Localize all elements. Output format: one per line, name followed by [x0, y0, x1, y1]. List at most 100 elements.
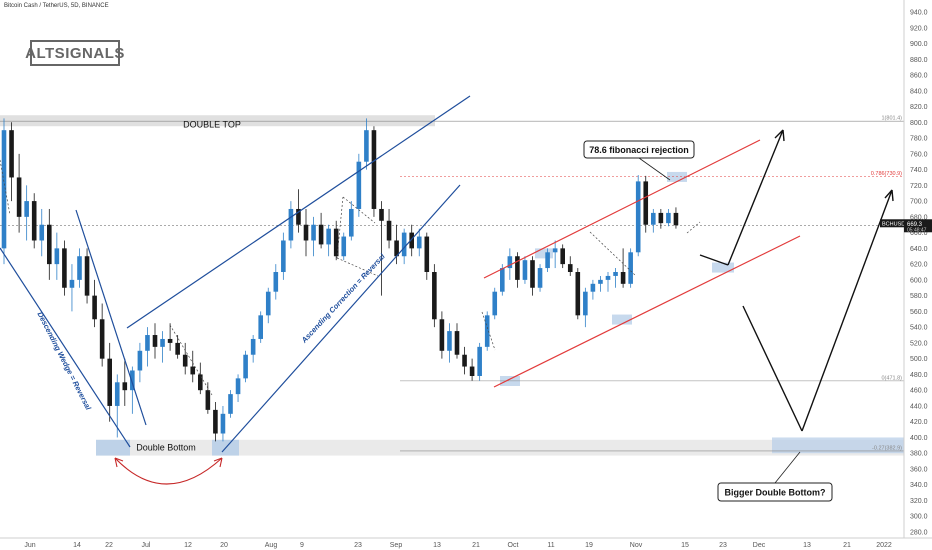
- candle-body: [394, 240, 399, 257]
- candle-body: [281, 240, 286, 272]
- price-tick-label: 940.0: [910, 10, 928, 17]
- swing-high-zone: [535, 248, 553, 259]
- price-tick-label: 380.0: [910, 451, 928, 458]
- candle-body: [107, 358, 112, 406]
- candle-body: [628, 252, 633, 284]
- price-tick-label: 900.0: [910, 41, 928, 48]
- fib-level-label: 0(471.8): [882, 375, 903, 381]
- price-tick-label: 440.0: [910, 403, 928, 410]
- candle-body: [371, 130, 377, 209]
- price-tick-label: 300.0: [910, 514, 928, 521]
- drawings-layer: [0, 95, 894, 485]
- candle-body: [341, 236, 347, 257]
- price-tick-label: 460.0: [910, 388, 928, 395]
- candle-body: [651, 212, 656, 225]
- candle-body: [220, 413, 226, 434]
- fib-level-label: -0.27(382.9): [872, 445, 902, 451]
- candle-body: [560, 248, 565, 265]
- candle-body: [462, 354, 467, 367]
- time-tick-label: Nov: [630, 542, 643, 549]
- candle-body: [432, 272, 437, 320]
- wedge-dash: [169, 324, 213, 396]
- candle-body: [175, 342, 180, 355]
- candle-body: [152, 335, 158, 347]
- projection-up-1: [727, 129, 784, 266]
- double-bottom-zone-left: [96, 439, 130, 456]
- time-tick-label: 14: [73, 542, 81, 549]
- candle-body: [673, 212, 679, 226]
- time-tick-label: Dec: [753, 542, 766, 549]
- double-bottom-curve: [114, 457, 223, 485]
- candle-body: [205, 390, 211, 410]
- price-tick-label: 680.0: [910, 214, 928, 221]
- price-tick-label: 280.0: [910, 530, 928, 537]
- bigger-double-bottom-zone: [772, 437, 904, 454]
- time-tick-label: 13: [433, 542, 441, 549]
- fib-rejection-label: 78.6 fibonacci rejection: [589, 145, 689, 155]
- candle-body: [243, 354, 248, 379]
- projection-down-1: [699, 254, 729, 266]
- candle-body: [507, 256, 513, 269]
- price-tick-label: 780.0: [910, 136, 928, 143]
- candle-body: [500, 268, 505, 292]
- candles-layer: [1, 118, 679, 442]
- ascending-lower-line: [221, 184, 461, 453]
- wedge-upper-line: [75, 209, 147, 426]
- price-tick-label: 480.0: [910, 372, 928, 379]
- end-dash: [686, 221, 701, 234]
- candle-body: [250, 338, 256, 355]
- channel-upper-line: [483, 139, 761, 279]
- bigger-double-bottom-label: Bigger Double Bottom?: [725, 488, 826, 498]
- flag-lower-dash: [336, 257, 379, 277]
- drop-dash: [481, 311, 496, 351]
- fib-level-label: 1(801.4): [882, 116, 903, 122]
- price-tick-label: 340.0: [910, 482, 928, 489]
- channel-lower-line: [493, 235, 801, 388]
- wedge-lower-line: [0, 247, 131, 448]
- price-tick-label: 920.0: [910, 25, 928, 32]
- price-tick-label: 820.0: [910, 104, 928, 111]
- double-top-zone: [0, 115, 435, 127]
- time-tick-label: 21: [472, 542, 480, 549]
- candle-body: [273, 272, 279, 292]
- candle-body: [265, 291, 271, 316]
- time-tick-label: 2022: [876, 542, 892, 549]
- candle-body: [537, 268, 543, 288]
- double-top-label: DOUBLE TOP: [183, 120, 241, 130]
- candle-body: [39, 224, 45, 241]
- candle-body: [401, 232, 407, 257]
- price-tag-countdown: 05:48:47: [907, 227, 927, 233]
- candle-body: [167, 338, 173, 343]
- time-tick-label: 20: [220, 542, 228, 549]
- candle-body: [424, 236, 430, 272]
- candle-body: [122, 382, 128, 391]
- price-tick-label: 840.0: [910, 88, 928, 95]
- time-tick-label: 11: [547, 542, 554, 549]
- time-tick-label: Jun: [24, 542, 35, 549]
- logo-text: ALTSIGNALS: [25, 44, 125, 62]
- candle-body: [530, 260, 535, 288]
- candle-body: [1, 130, 7, 249]
- time-tick-label: Aug: [265, 542, 278, 549]
- price-tick-label: 600.0: [910, 277, 928, 284]
- candle-body: [303, 224, 309, 241]
- curve-arrowhead-right: [213, 457, 223, 468]
- price-axis: [904, 0, 932, 550]
- candle-body: [439, 319, 445, 351]
- price-tick-label: 760.0: [910, 151, 928, 158]
- time-tick-label: 22: [105, 542, 113, 549]
- flag-upper-dash: [342, 196, 376, 224]
- candle-body: [515, 256, 520, 280]
- candle-body: [326, 228, 331, 245]
- candle-body: [24, 201, 29, 217]
- price-tick-label: 800.0: [910, 120, 928, 127]
- time-tick-label: 19: [585, 542, 593, 549]
- channel-flag-dash: [589, 231, 636, 276]
- curve-arrowhead-left: [114, 457, 124, 468]
- time-tick-label: Jul: [142, 542, 151, 549]
- time-tick-label: 21: [843, 542, 851, 549]
- price-tick-label: 500.0: [910, 356, 928, 363]
